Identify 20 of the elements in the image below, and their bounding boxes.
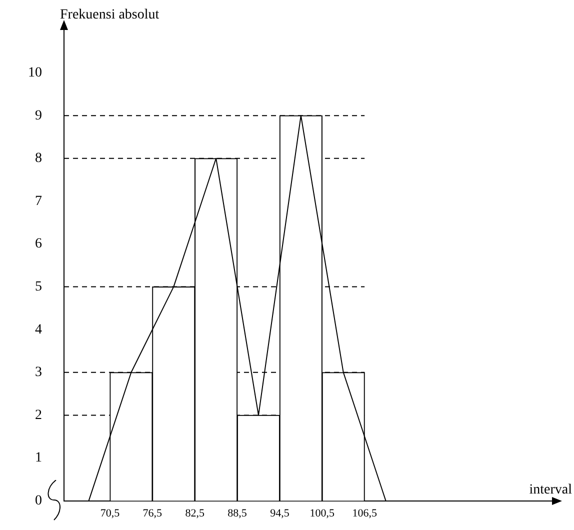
y-tick-label: 6 — [35, 236, 42, 252]
y-tick-label: 10 — [28, 65, 42, 80]
y-tick-label: 7 — [35, 194, 42, 209]
y-tick-label: 1 — [35, 450, 42, 466]
x-axis-title: interval — [529, 482, 572, 498]
y-tick-label: 5 — [35, 279, 42, 294]
y-tick-label: 0 — [35, 493, 42, 508]
y-axis-title: Frekuensi absolut — [60, 8, 160, 23]
x-tick-label: 106,5 — [352, 507, 378, 520]
x-tick-label: 100,5 — [310, 507, 336, 520]
x-tick-label: 94,5 — [270, 507, 290, 520]
x-tick-label: 82,5 — [185, 507, 205, 520]
x-tick-label: 88,5 — [228, 507, 248, 520]
y-tick-label: 3 — [35, 365, 42, 380]
y-tick-label: 9 — [35, 108, 42, 124]
x-tick-label: 70,5 — [100, 507, 120, 520]
y-tick-label: 2 — [35, 408, 42, 423]
x-tick-label: 76,5 — [142, 507, 163, 520]
y-tick-label: 4 — [35, 322, 42, 338]
y-tick-label: 8 — [35, 151, 42, 166]
